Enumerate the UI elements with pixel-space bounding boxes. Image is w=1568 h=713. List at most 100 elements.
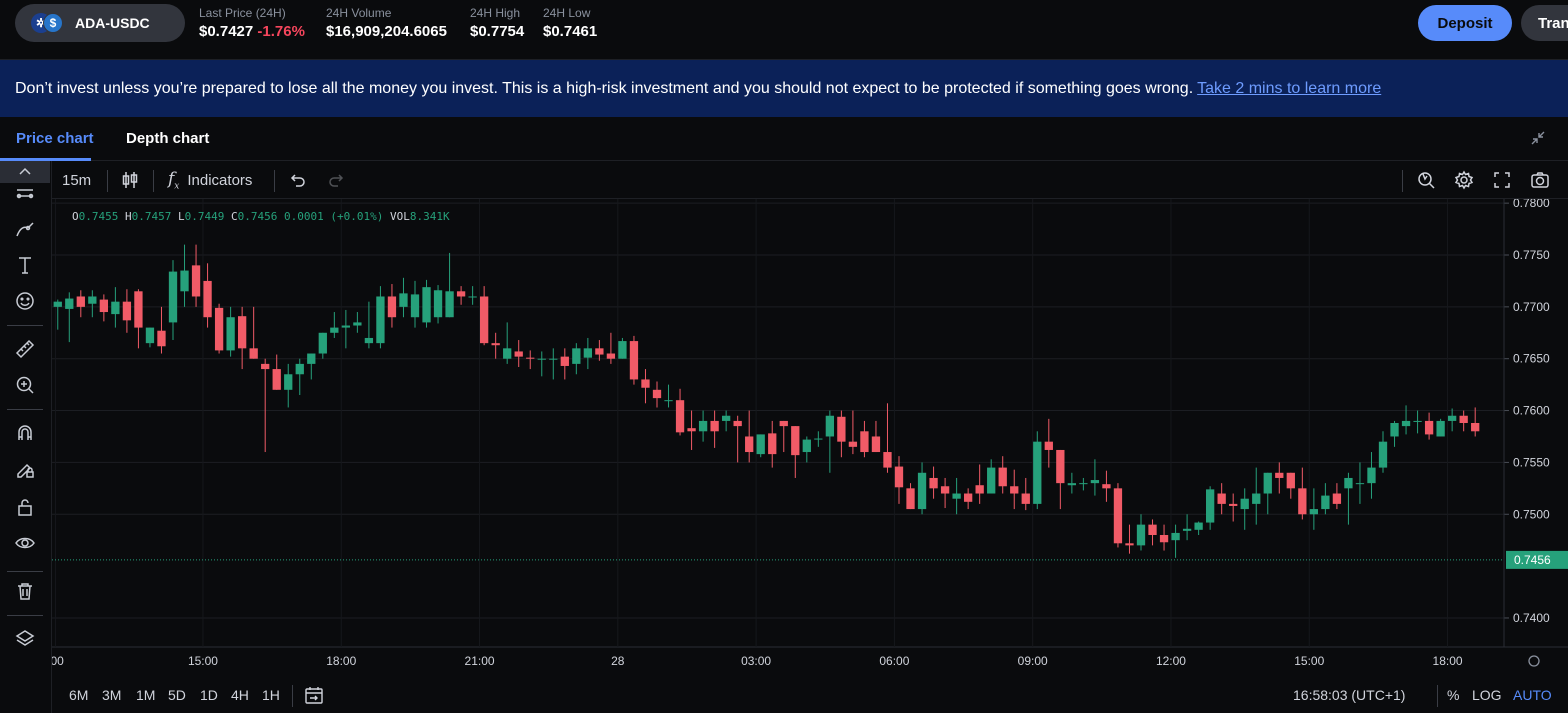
last-price-tag bbox=[1506, 550, 1568, 569]
candle-body bbox=[618, 341, 627, 359]
candlestick-chart[interactable]: 0.7800 0.7750 0.7700 0.7650 0.7600 0.7550 0.75… bbox=[52, 199, 1568, 679]
candle-body bbox=[214, 307, 224, 351]
x-tick-label: 12:00 bbox=[1156, 654, 1186, 668]
log-toggle[interactable]: LOG bbox=[1472, 687, 1502, 703]
price-chart[interactable]: 0.7800 0.7750 0.7700 0.7650 0.7600 0.7550 0.75… bbox=[52, 199, 1568, 713]
candle-body bbox=[1171, 532, 1180, 541]
unlock-icon[interactable] bbox=[9, 491, 41, 523]
candle-body bbox=[1424, 420, 1434, 435]
low-label: 24H Low bbox=[543, 6, 591, 20]
toolbar-divider bbox=[7, 325, 43, 326]
brush-icon[interactable] bbox=[9, 213, 41, 245]
indicators-label: Indicators bbox=[187, 171, 253, 189]
fullscreen-icon[interactable] bbox=[1492, 161, 1512, 199]
axis-settings-gear-icon[interactable] bbox=[1528, 655, 1540, 667]
lock-drawing-pencil-icon[interactable] bbox=[9, 453, 41, 485]
candle-body bbox=[1240, 498, 1249, 510]
candle-body bbox=[168, 271, 178, 323]
candle-body bbox=[1309, 509, 1319, 515]
candle-body bbox=[445, 291, 454, 318]
low-value: $0.7461 bbox=[543, 23, 598, 40]
candle-body bbox=[687, 428, 696, 432]
volume-label: 24H Volume bbox=[326, 6, 392, 20]
tab-depth-chart[interactable]: Depth chart bbox=[126, 130, 210, 147]
candle-body bbox=[1344, 477, 1353, 489]
text-tool-icon[interactable] bbox=[9, 249, 41, 281]
range-3m[interactable]: 3M bbox=[102, 687, 122, 703]
camera-icon[interactable] bbox=[1530, 161, 1550, 199]
candle-body bbox=[1471, 423, 1480, 432]
pair-icons: ✲ $ bbox=[31, 13, 65, 33]
candle-body bbox=[1447, 415, 1457, 421]
candle-type-icon[interactable] bbox=[120, 161, 140, 199]
candle-body bbox=[479, 296, 489, 344]
emoji-icon[interactable] bbox=[9, 285, 41, 317]
high-stat: 24H High $0.7754 bbox=[470, 6, 524, 40]
candle-body bbox=[1332, 493, 1342, 504]
candle-body bbox=[1275, 472, 1284, 478]
range-4h[interactable]: 4H bbox=[231, 687, 249, 703]
candle-body bbox=[180, 270, 189, 292]
candle-body bbox=[1355, 483, 1365, 485]
range-1h[interactable]: 1H bbox=[262, 687, 280, 703]
candle-body bbox=[1044, 441, 1053, 450]
trend-line-icon[interactable] bbox=[9, 183, 41, 203]
candle-body bbox=[1459, 415, 1468, 423]
candle-body bbox=[825, 415, 835, 437]
range-5d[interactable]: 5D bbox=[168, 687, 186, 703]
range-6m[interactable]: 6M bbox=[69, 687, 89, 703]
candle-body bbox=[284, 374, 293, 390]
percent-toggle[interactable]: % bbox=[1447, 687, 1460, 703]
volume-value: $16,909,204.6065 bbox=[326, 23, 447, 40]
candle-body bbox=[906, 488, 915, 510]
close-label: C bbox=[231, 210, 238, 223]
x-tick-label: 09:00 bbox=[1018, 654, 1048, 668]
utc-clock[interactable]: 16:58:03 (UTC+1) bbox=[1293, 687, 1406, 703]
alert-search-icon[interactable] bbox=[1416, 161, 1436, 199]
toolbar-divider bbox=[7, 571, 43, 572]
toolbar-divider bbox=[274, 170, 275, 192]
undo-icon[interactable] bbox=[288, 161, 308, 199]
tab-price-chart[interactable]: Price chart bbox=[16, 130, 94, 147]
collapse-icon[interactable] bbox=[1530, 130, 1546, 146]
candle-body bbox=[1148, 524, 1157, 535]
active-tab-indicator bbox=[0, 158, 91, 161]
ruler-icon[interactable] bbox=[9, 333, 41, 365]
candle-body bbox=[629, 341, 639, 380]
high-value: $0.7754 bbox=[470, 23, 525, 40]
candle-body bbox=[1401, 420, 1411, 427]
candle-body bbox=[468, 296, 477, 298]
gear-icon[interactable] bbox=[1454, 161, 1474, 199]
deposit-button[interactable]: Deposit bbox=[1418, 5, 1512, 41]
interval-selector[interactable]: 15m bbox=[62, 171, 92, 189]
close-value: 0.7456 bbox=[237, 210, 278, 223]
eye-icon[interactable] bbox=[9, 527, 41, 559]
date-range-icon[interactable] bbox=[304, 685, 324, 710]
high-label: 24H High bbox=[470, 6, 521, 20]
learn-more-link[interactable]: Take 2 mins to learn more bbox=[1197, 79, 1382, 97]
range-1d[interactable]: 1D bbox=[200, 687, 218, 703]
candle-body bbox=[399, 293, 408, 307]
toolbar-divider bbox=[7, 409, 43, 410]
trash-icon[interactable] bbox=[9, 575, 41, 607]
function-icon: fx bbox=[168, 168, 180, 192]
range-1m[interactable]: 1M bbox=[136, 687, 156, 703]
vol-label: VOL bbox=[389, 210, 410, 223]
auto-toggle[interactable]: AUTO bbox=[1513, 687, 1552, 703]
collapse-toolbar-chevron-icon[interactable] bbox=[0, 161, 50, 183]
magnet-icon[interactable] bbox=[9, 417, 41, 449]
candle-body bbox=[664, 400, 673, 402]
candle-body bbox=[1056, 449, 1065, 484]
pair-selector[interactable]: ✲ $ ADA-USDC bbox=[15, 4, 185, 42]
zoom-in-icon[interactable] bbox=[9, 369, 41, 401]
candle-body bbox=[1286, 472, 1295, 489]
candle-body bbox=[1090, 480, 1100, 484]
toolbar-divider bbox=[1437, 685, 1438, 707]
layers-icon[interactable] bbox=[9, 623, 41, 655]
candle-body bbox=[1413, 420, 1422, 422]
candle-body bbox=[560, 356, 569, 366]
indicators-button[interactable]: fx Indicators bbox=[168, 161, 252, 199]
transfer-button[interactable]: Tran bbox=[1521, 5, 1568, 41]
redo-icon[interactable] bbox=[326, 161, 346, 199]
candle-body bbox=[1182, 528, 1192, 531]
